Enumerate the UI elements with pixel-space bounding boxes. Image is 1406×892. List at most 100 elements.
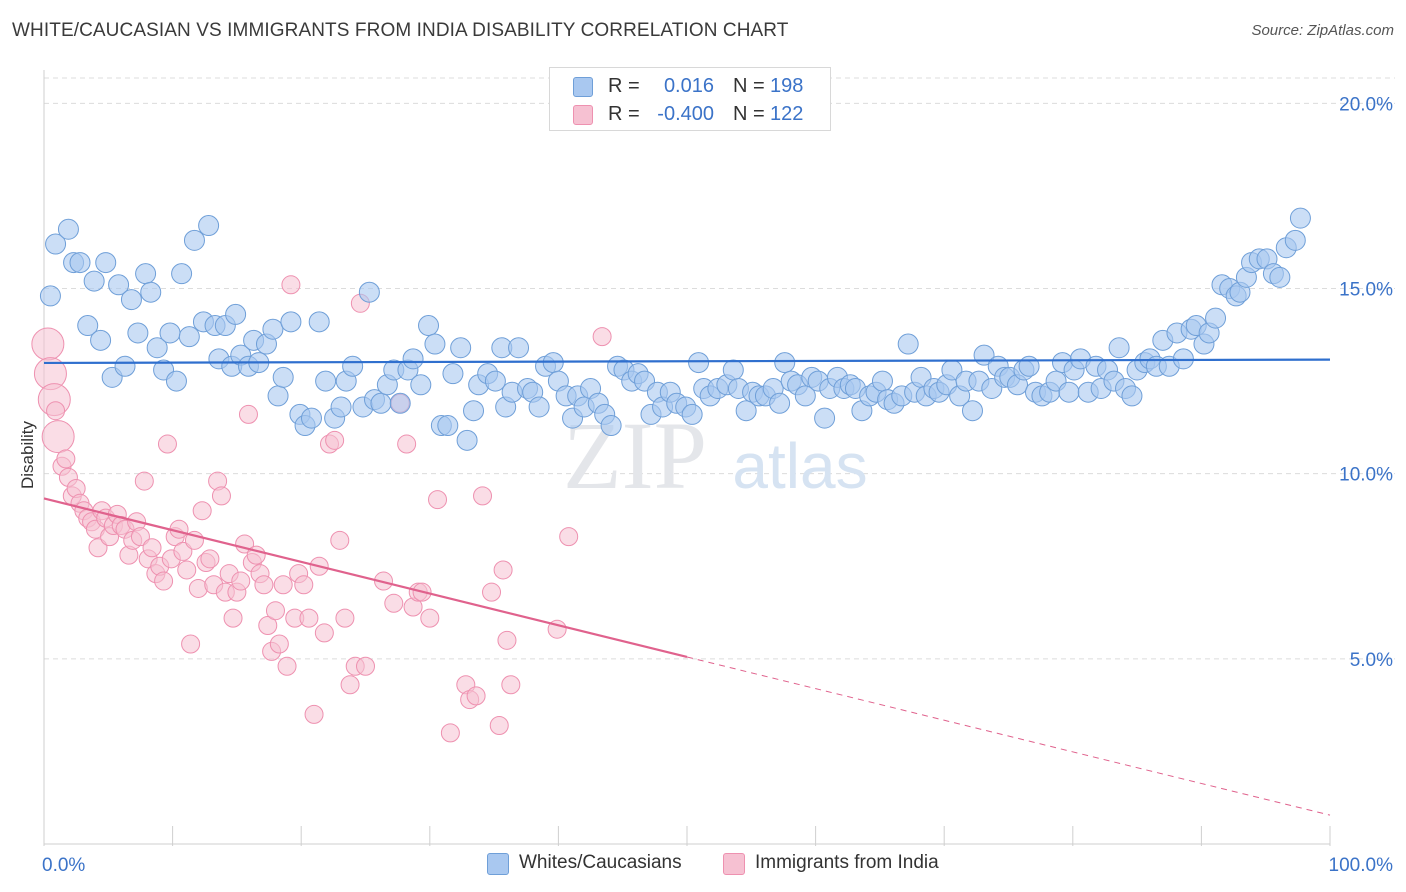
data-point-whites <box>424 333 446 355</box>
y-tick-label: 5.0% <box>1350 650 1393 671</box>
data-point-india <box>497 630 517 650</box>
data-point-whites <box>300 407 322 429</box>
data-point-whites <box>135 263 157 285</box>
data-point-whites <box>225 303 247 325</box>
data-point-india <box>482 582 502 602</box>
x-tick-label: 0.0% <box>42 855 85 876</box>
r-label: R = <box>608 75 640 97</box>
data-point-india <box>340 675 360 695</box>
data-point-whites <box>735 400 757 422</box>
data-point-india <box>428 490 448 510</box>
data-point-india <box>299 608 319 628</box>
data-point-india <box>281 275 301 295</box>
r-value: 0.016 <box>663 75 714 97</box>
data-point-india <box>56 449 76 469</box>
data-point-whites <box>528 396 550 418</box>
data-point-india <box>384 593 404 613</box>
data-point-whites <box>437 415 459 437</box>
data-point-india <box>41 420 75 454</box>
data-point-whites <box>95 252 117 274</box>
data-point-whites <box>165 370 187 392</box>
data-point-india <box>493 560 513 580</box>
data-point-india <box>177 560 197 580</box>
data-point-india <box>254 575 274 595</box>
data-point-whites <box>897 333 919 355</box>
data-point-whites <box>681 403 703 425</box>
data-point-whites <box>450 337 472 359</box>
data-point-whites <box>127 322 149 344</box>
data-point-whites <box>794 385 816 407</box>
data-point-india <box>314 623 334 643</box>
data-point-india <box>269 634 289 654</box>
trend-lines <box>43 358 1331 816</box>
data-point-india <box>157 434 177 454</box>
legend-label: Immigrants from India <box>755 852 939 873</box>
r-value: -0.400 <box>657 103 714 125</box>
data-point-whites <box>814 407 836 429</box>
data-point-whites <box>688 352 710 374</box>
data-point-whites <box>69 252 91 274</box>
legend-label: Whites/Caucasians <box>519 852 682 873</box>
trend-line-whites <box>43 358 1331 365</box>
data-point-india <box>142 538 162 558</box>
watermark-suffix: atlas <box>732 430 867 502</box>
data-point-whites <box>77 315 99 337</box>
axes <box>43 70 1331 846</box>
data-point-whites <box>508 337 530 359</box>
data-point-whites <box>370 392 392 414</box>
data-point-whites <box>1289 207 1311 229</box>
data-point-india <box>154 571 174 591</box>
data-point-india <box>592 327 612 347</box>
y-tick-label: 15.0% <box>1339 279 1393 300</box>
data-point-india <box>273 575 293 595</box>
data-point-india <box>134 471 154 491</box>
data-point-india <box>420 608 440 628</box>
data-point-whites <box>39 285 61 307</box>
data-point-whites <box>402 348 424 370</box>
data-point-india <box>238 404 258 424</box>
data-point-whites <box>57 218 79 240</box>
x-tick-label: 100.0% <box>1329 855 1394 876</box>
data-point-india <box>335 608 355 628</box>
data-point-whites <box>159 322 181 344</box>
tick-labels: 5.0% 10.0% 15.0% 20.0% 0.0% 100.0% <box>42 94 1393 876</box>
data-point-india <box>258 616 278 636</box>
data-point-whites <box>1284 229 1306 251</box>
correlation-legend: R = 0.016 N = 198 R = -0.400 N = 122 <box>549 67 831 131</box>
data-point-india <box>130 527 150 547</box>
data-point-whites <box>308 311 330 333</box>
series-whites-caucasians <box>39 207 1311 451</box>
data-point-whites <box>146 337 168 359</box>
data-point-india <box>489 715 509 735</box>
data-point-whites <box>463 400 485 422</box>
data-point-india <box>501 675 521 695</box>
data-point-whites <box>315 370 337 392</box>
data-point-whites <box>1058 381 1080 403</box>
data-point-india <box>223 608 243 628</box>
data-point-whites <box>178 326 200 348</box>
data-point-whites <box>442 363 464 385</box>
data-point-india <box>294 575 314 595</box>
data-point-whites <box>871 370 893 392</box>
legend-row-whites: R = 0.016 N = 198 <box>550 72 830 100</box>
data-point-india <box>356 656 375 676</box>
data-point-whites <box>484 370 506 392</box>
data-point-whites <box>198 215 220 237</box>
data-point-whites <box>342 355 364 377</box>
y-tick-label: 10.0% <box>1339 465 1393 486</box>
data-point-whites <box>1205 307 1227 329</box>
data-point-whites <box>108 274 130 296</box>
data-point-whites <box>120 289 142 311</box>
legend-swatch-pink <box>723 853 745 875</box>
n-value: 198 <box>770 75 804 97</box>
data-point-whites <box>83 270 105 292</box>
data-point-whites <box>358 281 380 303</box>
data-point-whites <box>1269 266 1291 288</box>
data-point-india <box>559 527 579 547</box>
data-point-whites <box>1121 385 1143 407</box>
data-point-india <box>211 486 231 506</box>
data-point-whites <box>456 429 478 451</box>
data-point-india <box>466 686 486 706</box>
watermark: ZIP <box>563 402 707 509</box>
data-point-whites <box>389 392 411 414</box>
